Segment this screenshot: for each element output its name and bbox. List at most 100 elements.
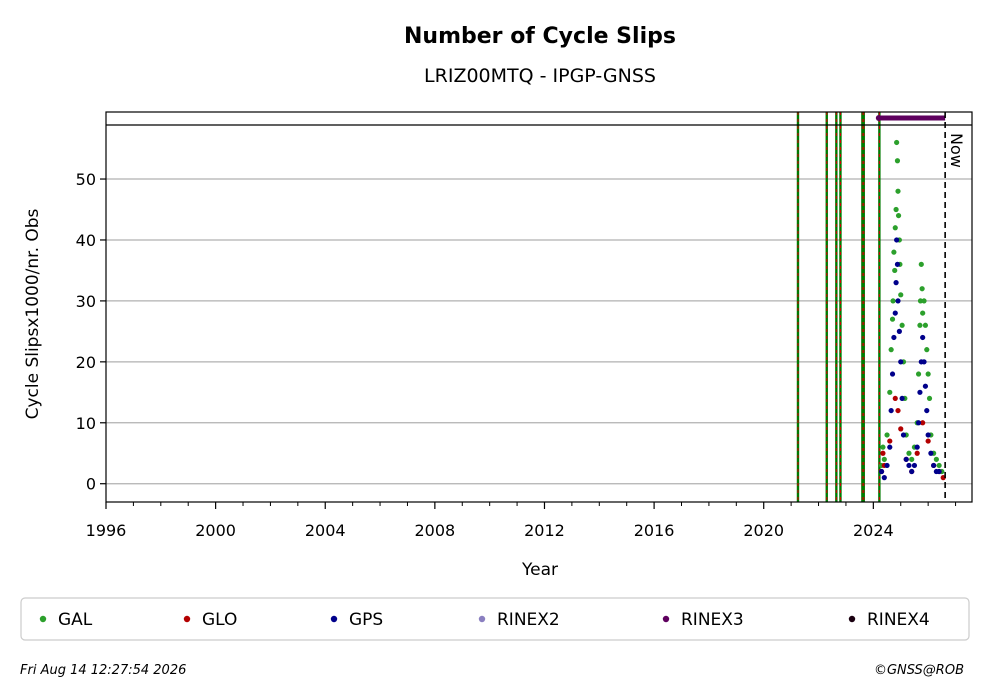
data-point bbox=[926, 395, 933, 402]
data-point bbox=[881, 456, 887, 462]
data-point bbox=[884, 462, 890, 469]
x-axis-ticks: 1996 2000 2004 2008 2012 2016 2020 2024 bbox=[86, 502, 957, 540]
data-point bbox=[890, 298, 896, 304]
x-tick-label: 2024 bbox=[853, 521, 894, 540]
plot-frame bbox=[105, 111, 973, 503]
legend-label: RINEX3 bbox=[681, 610, 744, 630]
data-point bbox=[936, 468, 942, 475]
data-point bbox=[925, 438, 931, 444]
data-point bbox=[911, 462, 918, 469]
data-point bbox=[894, 158, 901, 164]
x-axis-label: Year bbox=[521, 560, 558, 580]
x-tick-label: 2016 bbox=[634, 521, 675, 540]
data-point bbox=[891, 249, 897, 255]
x-tick-label: 2000 bbox=[195, 521, 236, 540]
legend-marker bbox=[478, 615, 486, 623]
y-axis-label: Cycle Slipsx1000/nr. Obs bbox=[23, 208, 43, 419]
legend-marker bbox=[848, 615, 856, 623]
data-point bbox=[917, 298, 924, 304]
data-point bbox=[909, 468, 915, 475]
now-label: Now bbox=[947, 133, 966, 168]
data-point bbox=[894, 237, 900, 243]
legend-label: GAL bbox=[58, 610, 93, 630]
series-gps bbox=[878, 237, 942, 481]
data-point bbox=[889, 371, 896, 377]
data-point bbox=[903, 456, 909, 462]
data-point bbox=[892, 395, 898, 402]
data-point bbox=[922, 322, 929, 328]
y-tick-label: 30 bbox=[76, 292, 96, 311]
data-point bbox=[906, 462, 912, 469]
data-point bbox=[922, 383, 929, 389]
legend-box bbox=[20, 597, 970, 641]
data-point bbox=[887, 444, 893, 450]
data-point bbox=[884, 432, 890, 438]
data-point bbox=[891, 334, 897, 341]
data-point bbox=[918, 261, 924, 267]
chart-subtitle: LRIZ00MTQ - IPGP-GNSS bbox=[424, 65, 656, 87]
x-tick-label: 2012 bbox=[524, 521, 565, 540]
data-point bbox=[917, 322, 923, 328]
rinex3-bar-start bbox=[875, 115, 882, 121]
data-point bbox=[895, 407, 901, 414]
data-point bbox=[924, 407, 930, 414]
data-point bbox=[898, 426, 904, 432]
data-point bbox=[894, 261, 901, 267]
data-point bbox=[892, 267, 898, 274]
data-point bbox=[915, 371, 922, 377]
now-marker: Now bbox=[875, 112, 966, 502]
legend-label: RINEX2 bbox=[497, 610, 560, 630]
data-point bbox=[878, 468, 885, 475]
data-point bbox=[919, 286, 925, 292]
data-point bbox=[887, 438, 893, 444]
data-point bbox=[925, 371, 931, 377]
legend-label: RINEX4 bbox=[867, 610, 930, 630]
data-point bbox=[917, 389, 923, 395]
data-point bbox=[880, 444, 886, 450]
legend-label: GLO bbox=[202, 610, 237, 630]
footer-credit: ©GNSS@ROB bbox=[874, 663, 964, 678]
data-point bbox=[900, 432, 907, 438]
data-point bbox=[898, 359, 904, 365]
data-point bbox=[933, 456, 939, 462]
data-point bbox=[895, 212, 902, 219]
data-point bbox=[888, 347, 894, 353]
data-point bbox=[895, 188, 901, 194]
data-point bbox=[931, 462, 937, 469]
data-point bbox=[892, 225, 898, 231]
data-point bbox=[914, 444, 920, 450]
data-point bbox=[894, 139, 900, 146]
data-point bbox=[936, 462, 942, 469]
x-tick-label: 2004 bbox=[305, 521, 346, 540]
data-point bbox=[898, 292, 904, 298]
data-point bbox=[881, 475, 887, 481]
legend-marker bbox=[662, 615, 670, 623]
data-point bbox=[920, 420, 926, 426]
y-tick-label: 20 bbox=[76, 353, 96, 372]
data-point bbox=[914, 450, 920, 456]
data-point bbox=[899, 322, 905, 328]
legend-label: GPS bbox=[349, 610, 383, 630]
y-tick-label: 0 bbox=[86, 475, 96, 494]
plot-area bbox=[106, 112, 972, 502]
data-point bbox=[924, 347, 930, 353]
data-points bbox=[878, 139, 946, 481]
data-point bbox=[921, 298, 927, 304]
data-point bbox=[892, 310, 898, 316]
data-point bbox=[909, 456, 915, 462]
data-point bbox=[895, 298, 901, 304]
data-point bbox=[896, 328, 902, 334]
data-point bbox=[893, 206, 899, 213]
data-point bbox=[920, 334, 926, 341]
legend-marker bbox=[39, 615, 47, 623]
chart-title: Number of Cycle Slips bbox=[404, 24, 676, 49]
y-axis-ticks: 0 10 20 30 40 50 bbox=[76, 170, 106, 494]
data-point bbox=[888, 407, 894, 414]
y-tick-label: 10 bbox=[76, 414, 96, 433]
data-point bbox=[915, 420, 922, 426]
legend: GAL GLO GPS RINEX2 RINEX3 RINEX4 bbox=[39, 610, 930, 630]
x-tick-label: 2008 bbox=[415, 521, 456, 540]
x-tick-label: 2020 bbox=[743, 521, 784, 540]
